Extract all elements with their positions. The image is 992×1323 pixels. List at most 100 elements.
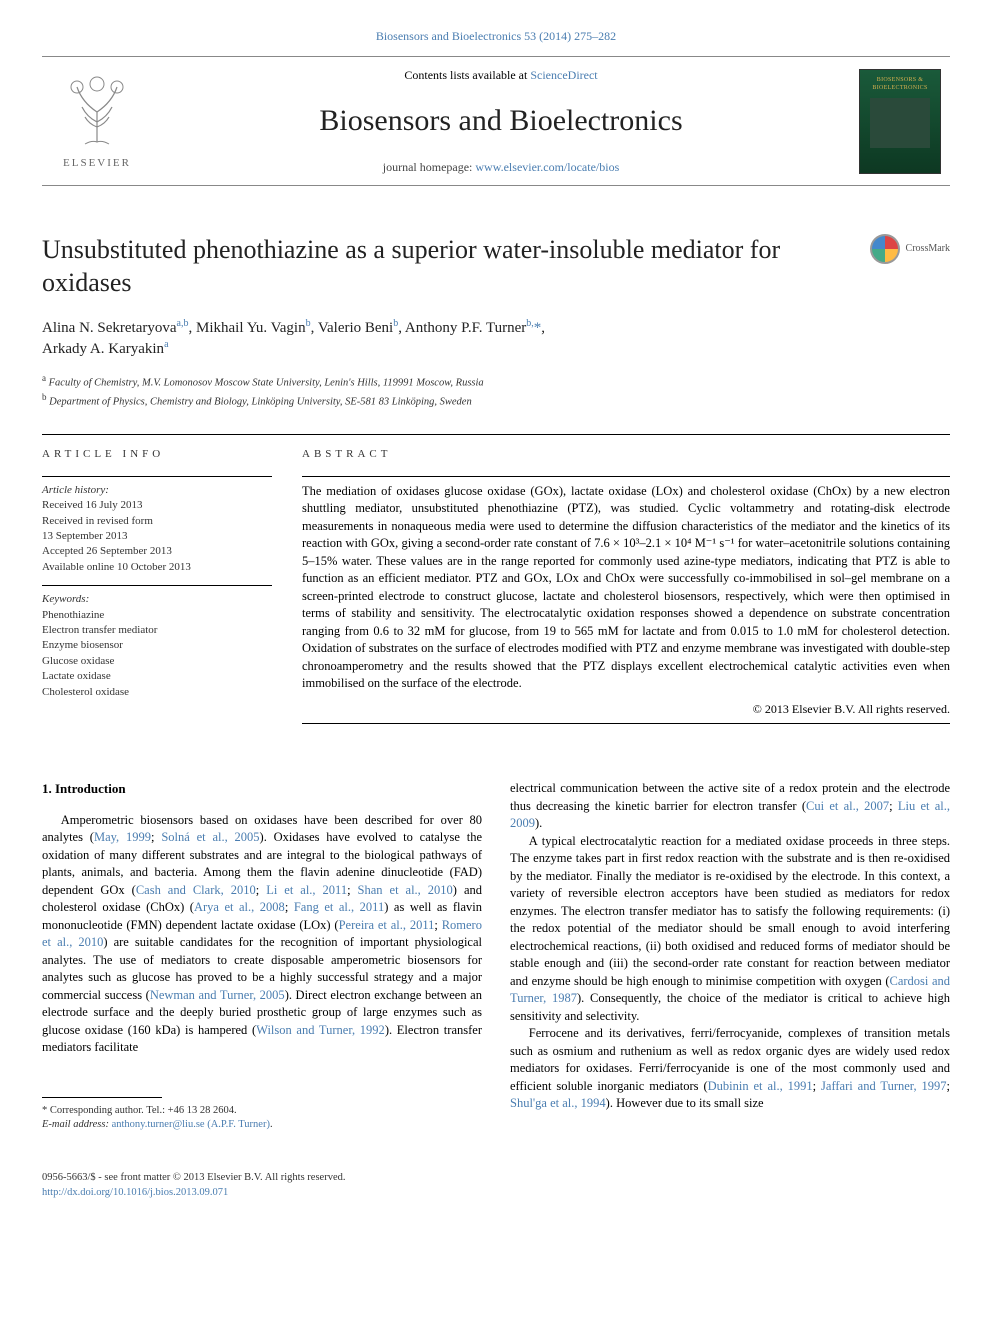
journal-header: ELSEVIER Contents lists available at Sci… bbox=[42, 56, 950, 186]
history-revised-2: 13 September 2013 bbox=[42, 529, 272, 544]
info-abstract-row: ARTICLE INFO Article history: Received 1… bbox=[42, 447, 950, 724]
author-4[interactable]: Anthony P.F. Turner bbox=[405, 320, 526, 336]
ref-link[interactable]: Arya et al., 2008 bbox=[194, 900, 285, 914]
article-history: Article history: Received 16 July 2013 R… bbox=[42, 476, 272, 575]
ref-link[interactable]: Fang et al., 2011 bbox=[294, 900, 384, 914]
corresponding-author: * Corresponding author. Tel.: +46 13 28 … bbox=[42, 1104, 482, 1119]
article-info-label: ARTICLE INFO bbox=[42, 447, 272, 462]
t: ; bbox=[151, 830, 161, 844]
history-accepted: Accepted 26 September 2013 bbox=[42, 544, 272, 559]
journal-name: Biosensors and Bioelectronics bbox=[152, 101, 850, 142]
ref-link[interactable]: May, 1999 bbox=[94, 830, 151, 844]
keywords-head: Keywords: bbox=[42, 592, 272, 607]
t: ; bbox=[347, 883, 357, 897]
footnotes: * Corresponding author. Tel.: +46 13 28 … bbox=[42, 1104, 482, 1133]
keyword-5: Lactate oxidase bbox=[42, 669, 272, 684]
ref-link[interactable]: Cui et al., 2007 bbox=[806, 799, 889, 813]
footnote-rule bbox=[42, 1097, 162, 1098]
title-row: Unsubstituted phenothiazine as a superio… bbox=[42, 234, 950, 299]
author-5[interactable]: Arkady A. Karyakin bbox=[42, 341, 164, 357]
footer: 0956-5663/$ - see front matter © 2013 El… bbox=[42, 1171, 950, 1200]
journal-citation[interactable]: Biosensors and Bioelectronics 53 (2014) … bbox=[0, 0, 992, 56]
journal-cover[interactable]: BIOSENSORS & BIOELECTRONICS bbox=[850, 57, 950, 185]
ref-link[interactable]: Pereira et al., 2011 bbox=[339, 918, 435, 932]
article-title: Unsubstituted phenothiazine as a superio… bbox=[42, 234, 852, 299]
affiliation-b: b Department of Physics, Chemistry and B… bbox=[42, 391, 950, 410]
ref-link[interactable]: Shul'ga et al., 1994 bbox=[510, 1096, 606, 1110]
homepage-link[interactable]: www.elsevier.com/locate/bios bbox=[475, 160, 619, 174]
sep: , bbox=[398, 320, 405, 336]
elsevier-logo[interactable]: ELSEVIER bbox=[42, 57, 152, 185]
keyword-6: Cholesterol oxidase bbox=[42, 685, 272, 700]
keyword-2: Electron transfer mediator bbox=[42, 623, 272, 638]
crossmark-icon bbox=[870, 234, 900, 264]
ref-link[interactable]: Shan et al., 2010 bbox=[358, 883, 453, 897]
body-columns: 1. Introduction Amperometric biosensors … bbox=[42, 780, 950, 1133]
author-4-aff: b, bbox=[526, 318, 534, 329]
sep: , bbox=[189, 320, 197, 336]
author-1[interactable]: Alina N. Sekretaryova bbox=[42, 320, 177, 336]
sep: , bbox=[541, 320, 545, 336]
elsevier-tree-icon bbox=[57, 72, 137, 152]
author-2[interactable]: Mikhail Yu. Vagin bbox=[196, 320, 306, 336]
separator-rule bbox=[42, 434, 950, 435]
ref-link[interactable]: Cash and Clark, 2010 bbox=[136, 883, 256, 897]
author-5-aff: a bbox=[164, 339, 168, 350]
contents-pre: Contents lists available at bbox=[404, 68, 530, 82]
elsevier-text: ELSEVIER bbox=[63, 156, 131, 171]
ref-link[interactable]: Solná et al., 2005 bbox=[161, 830, 259, 844]
t: ). bbox=[535, 816, 542, 830]
intro-para-1-cont: electrical communication between the act… bbox=[510, 780, 950, 833]
email-link[interactable]: anthony.turner@liu.se (A.P.F. Turner) bbox=[112, 1119, 270, 1130]
history-revised-1: Received in revised form bbox=[42, 514, 272, 529]
t: ; bbox=[285, 900, 294, 914]
doi-link[interactable]: http://dx.doi.org/10.1016/j.bios.2013.09… bbox=[42, 1187, 228, 1198]
sep: , bbox=[311, 320, 318, 336]
cover-image-placeholder bbox=[870, 98, 930, 148]
email-label: E-mail address: bbox=[42, 1119, 112, 1130]
keyword-1: Phenothiazine bbox=[42, 608, 272, 623]
author-3[interactable]: Valerio Beni bbox=[318, 320, 393, 336]
article-area: Unsubstituted phenothiazine as a superio… bbox=[0, 186, 992, 1153]
corr-tel: +46 13 28 2604. bbox=[168, 1105, 237, 1116]
body-column-left: 1. Introduction Amperometric biosensors … bbox=[42, 780, 482, 1133]
crossmark-badge[interactable]: CrossMark bbox=[870, 234, 950, 264]
sciencedirect-link[interactable]: ScienceDirect bbox=[530, 68, 597, 82]
abstract-copyright: © 2013 Elsevier B.V. All rights reserved… bbox=[302, 701, 950, 717]
ref-link[interactable]: Wilson and Turner, 1992 bbox=[256, 1023, 385, 1037]
affiliations: a Faculty of Chemistry, M.V. Lomonosov M… bbox=[42, 372, 950, 410]
ref-link[interactable]: Newman and Turner, 2005 bbox=[150, 988, 285, 1002]
ref-link[interactable]: Jaffari and Turner, 1997 bbox=[821, 1079, 946, 1093]
keyword-3: Enzyme biosensor bbox=[42, 638, 272, 653]
t: ; bbox=[434, 918, 441, 932]
history-online: Available online 10 October 2013 bbox=[42, 560, 272, 575]
crossmark-label: CrossMark bbox=[906, 242, 950, 256]
t: ; bbox=[256, 883, 266, 897]
intro-para-2: A typical electrocatalytic reaction for … bbox=[510, 833, 950, 1026]
authors: Alina N. Sekretaryovaa,b, Mikhail Yu. Va… bbox=[42, 317, 950, 360]
abstract-column: ABSTRACT The mediation of oxidases gluco… bbox=[302, 447, 950, 724]
t: ). However due to its small size bbox=[606, 1096, 764, 1110]
email-line: E-mail address: anthony.turner@liu.se (A… bbox=[42, 1118, 482, 1133]
footer-line-1: 0956-5663/$ - see front matter © 2013 El… bbox=[42, 1171, 950, 1186]
aff-a-text: Faculty of Chemistry, M.V. Lomonosov Mos… bbox=[46, 377, 484, 388]
t: ; bbox=[889, 799, 898, 813]
ref-link[interactable]: Dubinin et al., 1991 bbox=[708, 1079, 813, 1093]
t: A typical electrocatalytic reaction for … bbox=[510, 834, 950, 988]
contents-line: Contents lists available at ScienceDirec… bbox=[152, 67, 850, 83]
abstract-label: ABSTRACT bbox=[302, 447, 950, 462]
intro-para-1: Amperometric biosensors based on oxidase… bbox=[42, 812, 482, 1057]
abstract-bottom-rule bbox=[302, 723, 950, 724]
author-1-aff: a,b bbox=[177, 318, 189, 329]
t: ; bbox=[813, 1079, 821, 1093]
keywords-block: Keywords: Phenothiazine Electron transfe… bbox=[42, 585, 272, 700]
homepage-pre: journal homepage: bbox=[383, 160, 476, 174]
intro-para-3: Ferrocene and its derivatives, ferri/fer… bbox=[510, 1025, 950, 1113]
article-info-column: ARTICLE INFO Article history: Received 1… bbox=[42, 447, 272, 724]
cover-box: BIOSENSORS & BIOELECTRONICS bbox=[859, 69, 941, 174]
corr-pre: * Corresponding author. Tel.: bbox=[42, 1105, 168, 1116]
ref-link[interactable]: Li et al., 2011 bbox=[266, 883, 347, 897]
keyword-4: Glucose oxidase bbox=[42, 654, 272, 669]
body-column-right: electrical communication between the act… bbox=[510, 780, 950, 1133]
header-center: Contents lists available at ScienceDirec… bbox=[152, 57, 850, 185]
